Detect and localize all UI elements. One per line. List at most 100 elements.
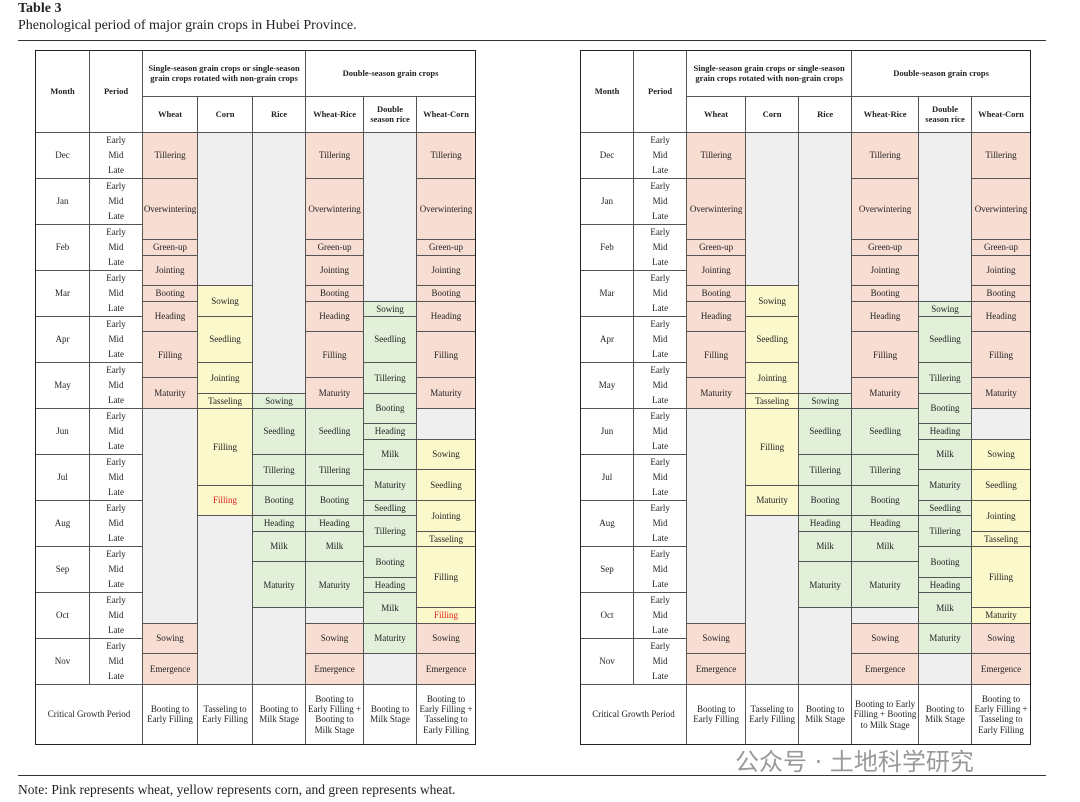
stage: Filling xyxy=(417,608,475,623)
crop-header: Double season rice xyxy=(918,97,972,132)
stage: Jointing xyxy=(746,362,799,393)
stage: Filling xyxy=(198,408,253,485)
stage: Jointing xyxy=(417,255,475,286)
stage: Sowing xyxy=(143,623,198,654)
stage: Emergence xyxy=(972,654,1030,684)
stage: Booting xyxy=(143,286,198,301)
period: Mid xyxy=(108,472,124,483)
note: Note: Pink represents wheat, yellow repr… xyxy=(18,782,456,797)
period: Late xyxy=(108,395,125,406)
crop-header: Wheat xyxy=(687,97,746,132)
stage: Filling xyxy=(746,408,799,485)
month: Sep xyxy=(581,546,634,592)
period: Early xyxy=(106,135,126,146)
stage: Sowing xyxy=(852,623,918,654)
stage: Maturity xyxy=(746,485,799,516)
critical-label: Critical Growth Period xyxy=(36,684,143,744)
blank-stage xyxy=(746,516,799,684)
periods: Early Mid Late xyxy=(90,638,143,684)
crop-header: Wheat xyxy=(143,97,198,132)
periods: Early Mid Late xyxy=(634,408,687,454)
stage: Filling xyxy=(972,332,1030,378)
period: Mid xyxy=(652,426,668,437)
period-header: Period xyxy=(634,51,687,132)
stage: Tillering xyxy=(918,362,972,393)
stage: Green-up xyxy=(417,240,475,255)
stage: Maturity xyxy=(852,378,918,408)
stage: Sowing xyxy=(253,393,306,408)
stage: Sowing xyxy=(198,286,253,316)
stage: Maturity xyxy=(687,378,746,408)
period: Early xyxy=(650,411,670,422)
periods: Early Mid Late xyxy=(90,408,143,454)
stage: Jointing xyxy=(143,255,198,286)
stage: Maturity xyxy=(918,623,972,654)
stage: Jointing xyxy=(687,255,746,286)
stage: Jointing xyxy=(417,500,475,531)
month-header: Month xyxy=(36,51,90,132)
stage: Emergence xyxy=(852,654,918,684)
stage: Filling xyxy=(417,332,475,378)
phenology-table: Month Period Single-season grain crops or … xyxy=(580,50,1031,745)
stage: Booting xyxy=(918,393,972,424)
periods: Early Mid Late xyxy=(634,500,687,546)
month: Aug xyxy=(581,500,634,546)
stage: Tillering xyxy=(417,133,475,178)
stage: Heading xyxy=(417,301,475,332)
period: Late xyxy=(652,349,669,360)
month: Oct xyxy=(581,592,634,638)
month: Nov xyxy=(36,638,90,684)
critical-period: Booting to Early Filling + Booting to Mi… xyxy=(306,684,364,744)
stage: Heading xyxy=(918,424,972,439)
period: Mid xyxy=(108,610,124,621)
stage: Heading xyxy=(306,301,364,332)
group-header: Single-season grain crops or single-seas… xyxy=(687,51,852,96)
stage: Seedling xyxy=(746,316,799,362)
stage: Tasseling xyxy=(972,531,1030,546)
periods: Early Mid Late xyxy=(90,225,143,270)
stage: Heading xyxy=(918,577,972,592)
stage: Seedling xyxy=(198,316,253,362)
blank-stage xyxy=(417,408,475,439)
period: Mid xyxy=(652,380,668,391)
stage: Booting xyxy=(417,286,475,301)
periods: Early Mid Late xyxy=(90,500,143,546)
critical-period: Booting to Milk Stage xyxy=(918,684,972,744)
stage: Maturity xyxy=(799,562,852,608)
stage: Tillering xyxy=(687,133,746,178)
month: Oct xyxy=(36,592,90,638)
month: Jun xyxy=(36,408,90,454)
month: Apr xyxy=(36,316,90,362)
blank-stage xyxy=(799,608,852,684)
stage: Seedling xyxy=(364,316,417,362)
month: Jan xyxy=(581,179,634,224)
stage: Emergence xyxy=(687,654,746,684)
critical-period: Booting to Milk Stage xyxy=(364,684,417,744)
periods: Early Mid Late xyxy=(634,316,687,362)
period: Mid xyxy=(108,518,124,529)
stage: Heading xyxy=(306,516,364,531)
period: Early xyxy=(106,411,126,422)
stage: Tillering xyxy=(852,454,918,485)
stage: Milk xyxy=(918,592,972,623)
stage: Maturity xyxy=(253,562,306,608)
period: Late xyxy=(108,211,125,222)
crop-header: Wheat-Rice xyxy=(306,97,364,132)
crop-header: Rice xyxy=(253,97,306,132)
stage: Overwintering xyxy=(687,179,746,240)
critical-period: Booting to Early Filling + Tasseling to … xyxy=(972,684,1030,744)
month: Mar xyxy=(581,270,634,316)
watermark: 公众号 · 土地科学研究 xyxy=(735,748,974,776)
critical-period: Booting to Early Filling + Booting to Mi… xyxy=(852,684,918,744)
period: Early xyxy=(650,135,670,146)
stage: Booting xyxy=(852,286,918,301)
period: Late xyxy=(108,533,125,544)
crop-header: Wheat-Corn xyxy=(972,97,1030,132)
stage: Overwintering xyxy=(417,179,475,240)
stage: Booting xyxy=(364,393,417,424)
period: Mid xyxy=(108,288,124,299)
stage: Seedling xyxy=(306,408,364,454)
period: Late xyxy=(108,625,125,636)
period: Late xyxy=(108,487,125,498)
